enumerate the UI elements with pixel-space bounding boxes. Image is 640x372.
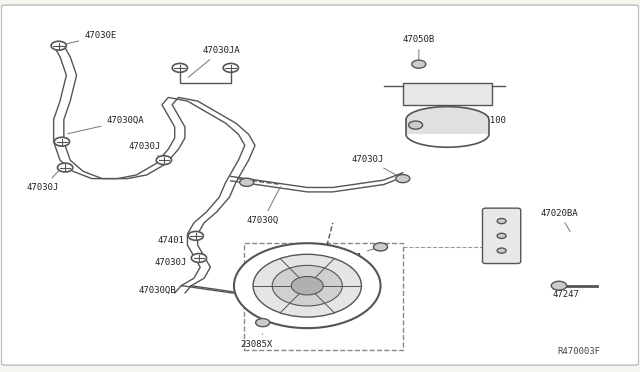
Circle shape (551, 281, 566, 290)
Circle shape (51, 41, 67, 50)
Text: 47212: 47212 (482, 216, 509, 233)
Text: 47030QB: 47030QB (138, 286, 184, 295)
Bar (403, 83, 492, 105)
Text: 47100: 47100 (463, 113, 506, 125)
Circle shape (253, 254, 362, 317)
Text: 47030Q: 47030Q (246, 187, 280, 225)
Circle shape (255, 318, 269, 327)
Circle shape (412, 60, 426, 68)
FancyBboxPatch shape (483, 208, 521, 263)
Circle shape (188, 231, 204, 240)
Circle shape (240, 178, 253, 186)
Bar (406, 119, 489, 134)
Ellipse shape (406, 107, 489, 132)
Circle shape (191, 254, 207, 262)
Text: 47247: 47247 (552, 286, 579, 299)
Circle shape (172, 63, 188, 72)
Circle shape (497, 218, 506, 224)
Circle shape (58, 163, 73, 172)
Circle shape (497, 248, 506, 253)
Text: 23085X: 23085X (241, 334, 273, 349)
Circle shape (223, 63, 239, 72)
FancyBboxPatch shape (1, 5, 639, 365)
Circle shape (291, 276, 323, 295)
Text: 47030J: 47030J (129, 142, 162, 158)
Text: 47030E: 47030E (61, 31, 116, 45)
Text: 47030J: 47030J (330, 248, 378, 262)
Text: 47050B: 47050B (403, 35, 435, 61)
Circle shape (234, 243, 381, 328)
Circle shape (156, 156, 172, 164)
Text: 47030QA: 47030QA (68, 116, 144, 134)
Circle shape (272, 265, 342, 306)
Text: 47020BA: 47020BA (540, 209, 578, 232)
Circle shape (396, 174, 410, 183)
Circle shape (497, 233, 506, 238)
Text: 47210: 47210 (246, 299, 285, 308)
Text: 47030J: 47030J (154, 259, 196, 267)
Text: 47401: 47401 (157, 236, 193, 245)
Circle shape (374, 243, 388, 251)
Text: 47030J: 47030J (352, 155, 401, 177)
Text: 47030JA: 47030JA (188, 46, 240, 77)
Text: 47030J: 47030J (27, 170, 60, 192)
Circle shape (408, 121, 422, 129)
Circle shape (307, 256, 321, 264)
Circle shape (54, 137, 70, 146)
Bar (244, 243, 403, 350)
Text: R470003F: R470003F (557, 347, 600, 356)
